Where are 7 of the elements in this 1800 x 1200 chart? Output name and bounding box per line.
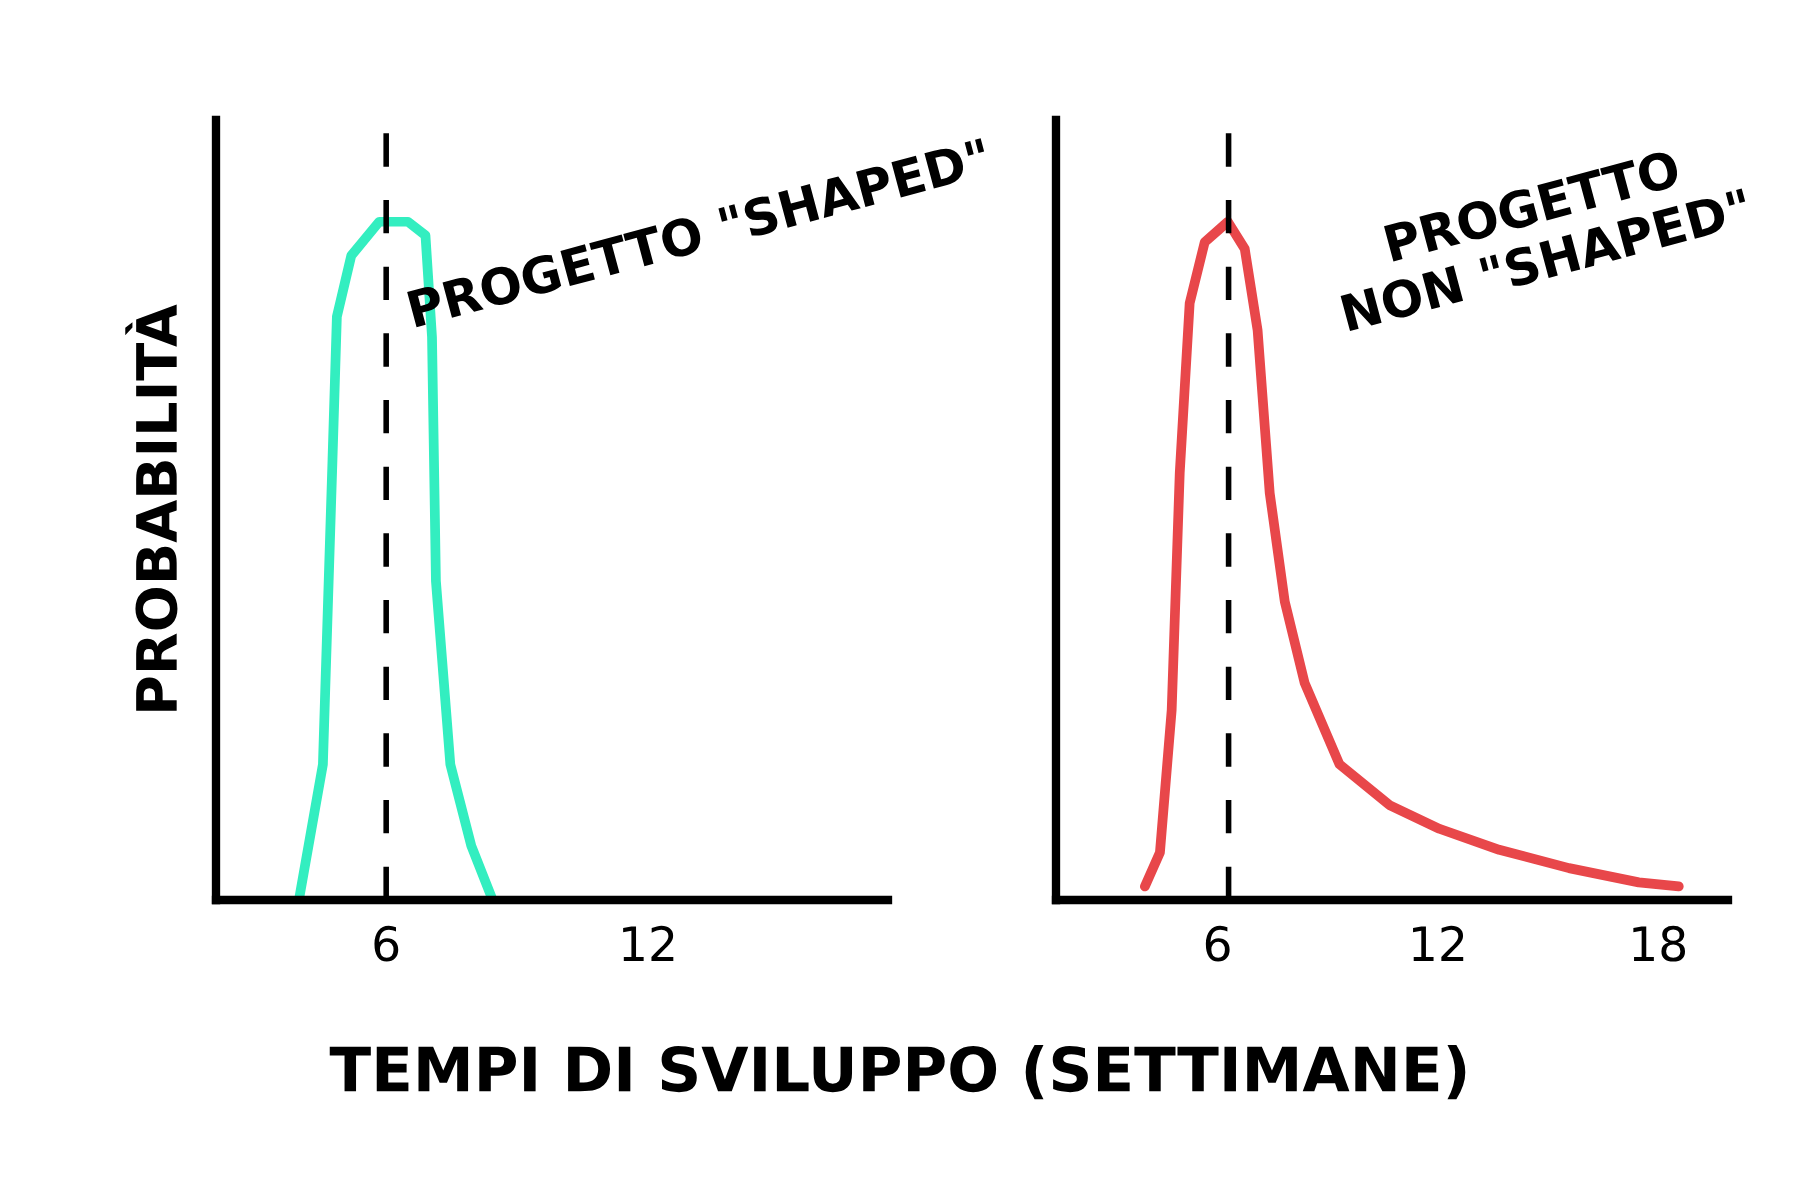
x-axis-title: TEMPI DI SVILUPPO (SETTIMANE)	[329, 1044, 1466, 1100]
x-tick-label: 12	[1413, 925, 1464, 961]
x-tick-label: 6	[1205, 925, 1230, 962]
x-tick-label: 6	[374, 925, 399, 962]
x-tick-label: 18	[1633, 925, 1686, 962]
y-axis-title: PROBABILITÀ	[125, 304, 178, 711]
x-tick-label: 12	[623, 925, 674, 961]
